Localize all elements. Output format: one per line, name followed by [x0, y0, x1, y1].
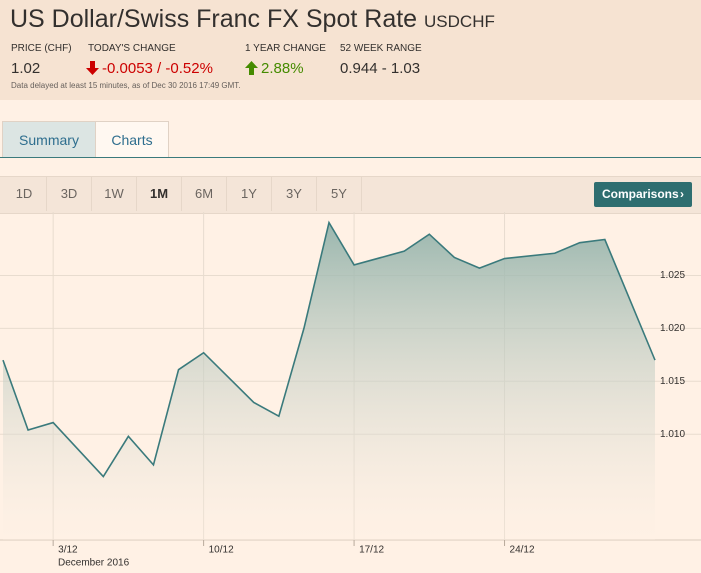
title-text: US Dollar/Swiss Franc FX Spot Rate — [10, 5, 418, 33]
stat-value: -0.0053 / -0.52% — [102, 60, 213, 77]
x-tick-label: 10/12 — [209, 545, 234, 556]
note: Data delayed at least 15 minutes, as of … — [11, 81, 241, 90]
y-tick-label: 1.025 — [660, 270, 685, 281]
button-text: Comparisons — [602, 187, 679, 201]
stat-label: TODAY'S CHANGE — [88, 43, 176, 54]
chart: December 2016 1.010 1.015 1.020 1.025 3/12 10… — [0, 212, 701, 569]
symbol: USDCHF — [424, 12, 495, 31]
line — [2, 220, 656, 478]
stat-value: 2.88% — [261, 60, 304, 77]
x-tick-label: 17/12 — [359, 545, 384, 556]
y-tick-label: 1.020 — [660, 323, 685, 334]
range-bar — [0, 176, 701, 214]
tab-rule — [0, 157, 701, 158]
range-button[interactable]: 5Y — [317, 177, 362, 211]
stat-label: PRICE (CHF) — [11, 43, 72, 54]
stat-label: 1 YEAR CHANGE — [245, 43, 326, 54]
y-tick-label: 1.010 — [660, 429, 685, 440]
down-arrow — [86, 61, 99, 75]
x-tick-label: 3/12 — [58, 545, 78, 556]
x-tick-label: 24/12 — [510, 545, 535, 556]
range-button[interactable]: 1D — [2, 177, 47, 211]
stat-label: 52 WEEK RANGE — [340, 43, 422, 54]
range-button[interactable]: 6M — [182, 177, 227, 211]
x-axis-label: December 2016 — [58, 558, 130, 569]
range-button[interactable]: 1M — [137, 177, 182, 211]
range-button[interactable]: 1W — [92, 177, 137, 211]
tab[interactable]: Summary — [2, 121, 96, 158]
up-arrow — [245, 61, 258, 75]
header: US Dollar/Swiss Franc FX Spot Rate USDCH… — [0, 0, 701, 100]
area-fill — [3, 222, 655, 541]
stat-value: 1.02 — [11, 60, 41, 77]
chevron: › — [680, 187, 684, 201]
stat-value: 0.944 - 1.03 — [340, 60, 421, 77]
y-tick-label: 1.015 — [660, 376, 685, 387]
range-button[interactable]: 3D — [47, 177, 92, 211]
comparisons-button[interactable]: Comparisons › — [594, 182, 692, 207]
range-button[interactable]: 1Y — [227, 177, 272, 211]
tab[interactable]: Charts — [95, 121, 169, 158]
title: US Dollar/Swiss Franc FX Spot Rate USDCH… — [10, 5, 495, 34]
range-button[interactable]: 3Y — [272, 177, 317, 211]
